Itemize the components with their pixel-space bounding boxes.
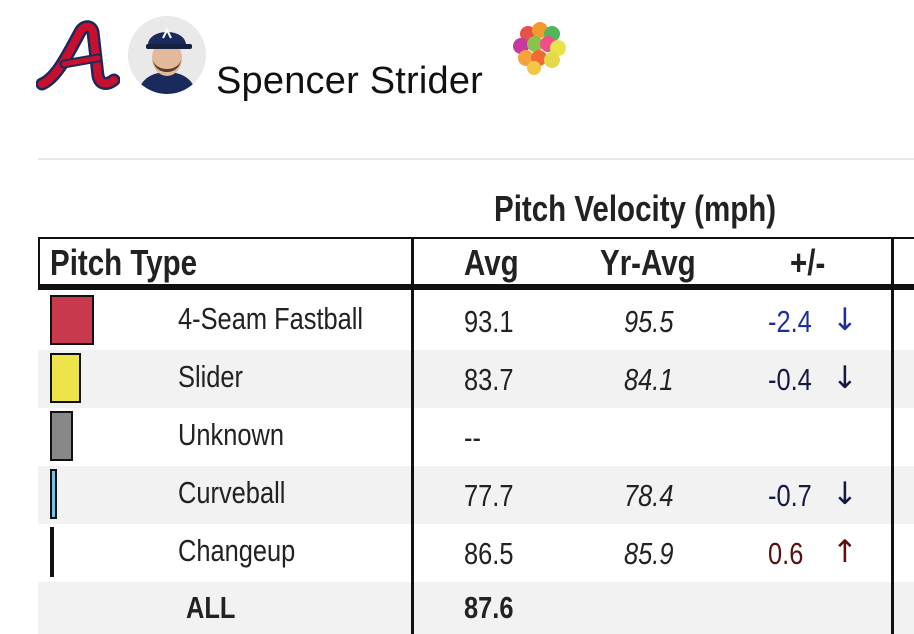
cell-text: 77.7 [464, 478, 514, 513]
player-avatar [128, 16, 206, 94]
yr-avg-value: 85.9 [624, 536, 684, 572]
table-row [38, 466, 914, 524]
cell-text: 78.4 [624, 478, 674, 513]
diff-value: -0.7 [768, 478, 821, 514]
color-dot-cluster-icon [508, 20, 570, 80]
pitch-color-swatch [50, 295, 94, 345]
cell-text: -2.4 [768, 304, 812, 339]
pitch-color-swatch [50, 353, 81, 403]
cell-text: -0.7 [768, 478, 812, 513]
pitch-name: Changeup [178, 533, 321, 569]
header-bottom-border [38, 284, 914, 290]
diff-value: -0.4 [768, 362, 821, 398]
avg-value: -- [464, 420, 485, 456]
arrow-down-icon: ↓ [832, 476, 858, 512]
group-right-border [891, 237, 894, 634]
avg-value: 93.1 [464, 304, 524, 340]
cell-text: ALL [186, 590, 236, 625]
cell-text: 83.7 [464, 362, 514, 397]
cell-text: 4-Seam Fastball [178, 301, 364, 336]
cell-text: Curveball [178, 475, 286, 510]
cell-text: 86.5 [464, 536, 514, 571]
total-row [38, 582, 914, 634]
pitch-name: Slider [178, 359, 257, 395]
cell-text: Unknown [178, 417, 284, 452]
col-avg: Avg [464, 242, 519, 283]
avg-value: 86.5 [464, 536, 524, 572]
cell-text: 87.6 [464, 590, 514, 625]
arrow-down-icon: ↓ [832, 360, 858, 396]
table-row [38, 350, 914, 408]
diff-value: 0.6 [768, 536, 811, 572]
player-name: Spencer Strider [216, 60, 484, 102]
avg-value: 83.7 [464, 362, 524, 398]
avg-value: 77.7 [464, 478, 524, 514]
col-diff: +/- [790, 242, 826, 283]
velocity-group-title: Pitch Velocity (mph) [494, 188, 777, 229]
yr-avg-value: 84.1 [624, 362, 684, 398]
table-left-edge [38, 237, 40, 287]
pitch-color-swatch [50, 411, 73, 461]
total-label: ALL [186, 590, 246, 626]
yr-avg-value: 95.5 [624, 304, 684, 340]
group-top-border [38, 237, 914, 239]
pitch-color-swatch [50, 527, 54, 577]
col-pitch-type: Pitch Type [50, 242, 198, 283]
cell-text: -- [464, 420, 481, 455]
braves-logo-icon [35, 18, 121, 98]
cell-text: Slider [178, 359, 243, 394]
pitch-color-swatch [50, 469, 57, 519]
diff-value: -2.4 [768, 304, 821, 340]
cell-text: 84.1 [624, 362, 674, 397]
yr-avg-value: 78.4 [624, 478, 684, 514]
pitch-name: Curveball [178, 475, 309, 511]
total-avg: 87.6 [464, 590, 524, 626]
col-yr-avg: Yr-Avg [600, 242, 696, 283]
pitch-name: Unknown [178, 417, 307, 453]
cell-text: Changeup [178, 533, 296, 568]
header-divider [38, 158, 914, 160]
pitch-name: 4-Seam Fastball [178, 301, 404, 337]
cell-text: 0.6 [768, 536, 804, 571]
cell-text: -0.4 [768, 362, 812, 397]
cell-text: 93.1 [464, 304, 514, 339]
arrow-down-icon: ↓ [832, 302, 858, 338]
group-left-border [411, 237, 414, 634]
cell-text: 95.5 [624, 304, 674, 339]
cell-text: 85.9 [624, 536, 674, 571]
arrow-up-icon: ↑ [832, 534, 858, 570]
